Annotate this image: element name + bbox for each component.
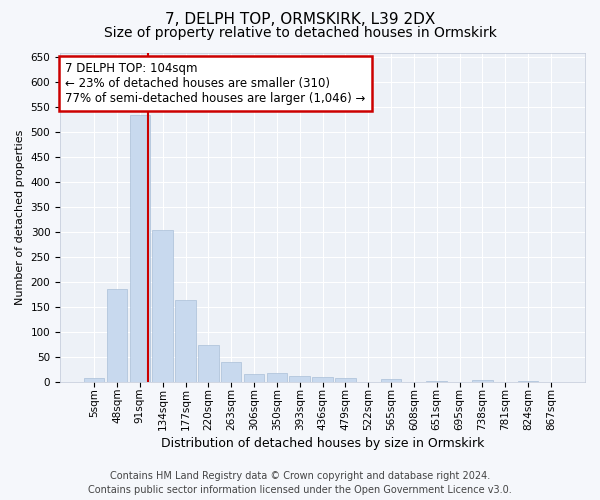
Bar: [289, 376, 310, 382]
Bar: [244, 374, 264, 382]
Bar: [175, 300, 196, 382]
Bar: [152, 230, 173, 382]
Bar: [312, 376, 333, 382]
Bar: [427, 380, 447, 382]
Bar: [335, 378, 356, 382]
Text: Contains HM Land Registry data © Crown copyright and database right 2024.
Contai: Contains HM Land Registry data © Crown c…: [88, 471, 512, 495]
Bar: [266, 372, 287, 382]
Bar: [84, 378, 104, 382]
Text: 7 DELPH TOP: 104sqm
← 23% of detached houses are smaller (310)
77% of semi-detac: 7 DELPH TOP: 104sqm ← 23% of detached ho…: [65, 62, 365, 106]
Bar: [472, 380, 493, 382]
Bar: [221, 362, 241, 382]
Bar: [518, 380, 538, 382]
Bar: [107, 290, 127, 382]
Y-axis label: Number of detached properties: Number of detached properties: [15, 130, 25, 305]
Text: Size of property relative to detached houses in Ormskirk: Size of property relative to detached ho…: [104, 26, 496, 40]
Bar: [381, 378, 401, 382]
Bar: [198, 346, 218, 382]
Bar: [130, 115, 150, 382]
X-axis label: Distribution of detached houses by size in Ormskirk: Distribution of detached houses by size …: [161, 437, 484, 450]
Text: 7, DELPH TOP, ORMSKIRK, L39 2DX: 7, DELPH TOP, ORMSKIRK, L39 2DX: [165, 12, 435, 28]
